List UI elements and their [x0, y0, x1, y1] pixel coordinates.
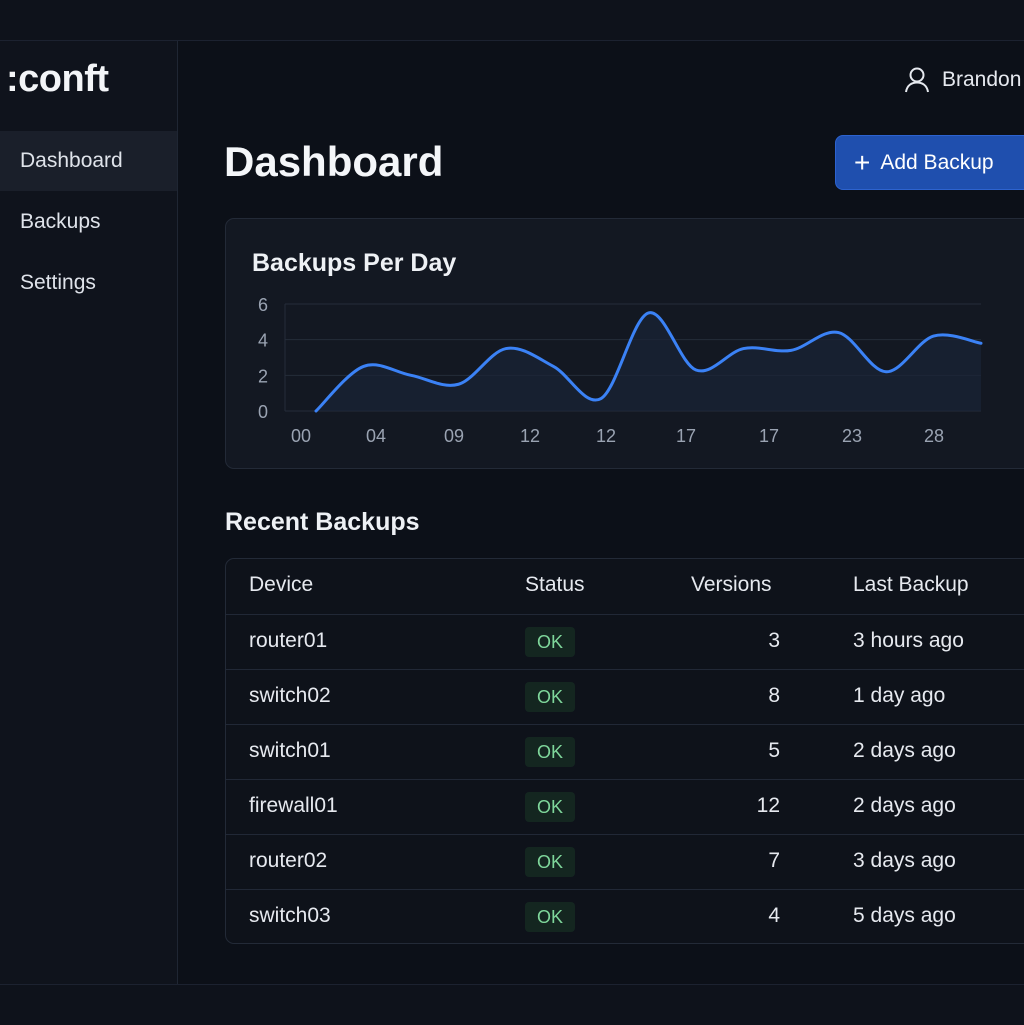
- app-logo[interactable]: :conft: [6, 58, 109, 100]
- table-row[interactable]: switch01 OK 5 2 days ago: [226, 724, 1024, 780]
- device-name: router02: [249, 849, 328, 872]
- versions-count: 8: [768, 684, 780, 707]
- add-backup-button[interactable]: + Add Backup: [835, 135, 1024, 190]
- x-tick-label: 12: [596, 426, 616, 446]
- x-tick-label: 17: [676, 426, 696, 446]
- chart-title: Backups Per Day: [252, 249, 457, 277]
- status-badge: OK: [525, 792, 575, 822]
- column-header-versions[interactable]: Versions: [691, 573, 772, 596]
- table-row[interactable]: switch02 OK 8 1 day ago: [226, 669, 1024, 725]
- versions-count: 4: [768, 904, 780, 927]
- recent-backups-table: Device Status Versions Last Backup route…: [225, 558, 1024, 944]
- device-name: switch01: [249, 739, 331, 762]
- sidebar: Dashboard Backups Settings: [0, 41, 178, 984]
- user-name: Brandon: [942, 68, 1022, 91]
- x-tick-label: 12: [520, 426, 540, 446]
- bottom-bar: [0, 984, 1024, 1025]
- device-name: firewall01: [249, 794, 338, 817]
- backups-per-day-chart: 0 2 4 6 00 04 09 12 12 17 17 23 28: [258, 295, 983, 446]
- versions-count: 5: [768, 739, 780, 762]
- user-menu[interactable]: Brandon: [904, 66, 1021, 94]
- sidebar-item-label: Dashboard: [20, 149, 123, 172]
- x-tick-label: 04: [366, 426, 386, 446]
- page-title: Dashboard: [224, 138, 444, 185]
- recent-backups-title: Recent Backups: [225, 508, 420, 536]
- table-row[interactable]: firewall01 OK 12 2 days ago: [226, 779, 1024, 835]
- y-tick-label: 0: [258, 402, 268, 422]
- last-backup-time: 1 day ago: [853, 684, 946, 707]
- status-badge: OK: [525, 847, 575, 877]
- column-header-last-backup[interactable]: Last Backup: [853, 573, 969, 596]
- status-badge: OK: [525, 902, 575, 932]
- column-header-status[interactable]: Status: [525, 573, 585, 596]
- y-tick-label: 6: [258, 295, 268, 315]
- sidebar-item-settings[interactable]: Settings: [0, 253, 177, 313]
- x-tick-label: 23: [842, 426, 862, 446]
- sidebar-item-label: Settings: [20, 271, 96, 294]
- last-backup-time: 3 days ago: [853, 849, 956, 872]
- sidebar-item-dashboard[interactable]: Dashboard: [0, 131, 177, 191]
- last-backup-time: 5 days ago: [853, 904, 956, 927]
- status-badge: OK: [525, 627, 575, 657]
- table-row[interactable]: router02 OK 7 3 days ago: [226, 834, 1024, 890]
- x-tick-label: 00: [291, 426, 311, 446]
- x-tick-label: 28: [924, 426, 944, 446]
- backups-chart-card: Backups Per Day 0 2 4 6 00 04 09 12 12 17 17 23 28: [225, 218, 1024, 469]
- line-area-fill: [316, 312, 981, 411]
- last-backup-time: 2 days ago: [853, 739, 956, 762]
- status-badge: OK: [525, 737, 575, 767]
- user-icon: [905, 67, 929, 93]
- device-name: router01: [249, 629, 328, 652]
- column-header-device[interactable]: Device: [249, 573, 314, 596]
- table-row[interactable]: router01 OK 3 3 hours ago: [226, 614, 1024, 670]
- plus-icon: +: [854, 146, 871, 178]
- versions-count: 7: [768, 849, 780, 872]
- x-tick-label: 17: [759, 426, 779, 446]
- table-row[interactable]: switch03 OK 4 5 days ago: [226, 889, 1024, 943]
- versions-count: 3: [768, 629, 780, 652]
- last-backup-time: 3 hours ago: [853, 629, 964, 652]
- add-backup-label: Add Backup: [880, 150, 994, 174]
- sidebar-item-backups[interactable]: Backups: [0, 192, 177, 252]
- last-backup-time: 2 days ago: [853, 794, 956, 817]
- versions-count: 12: [756, 794, 780, 817]
- device-name: switch02: [249, 684, 331, 707]
- top-bar: [0, 0, 1024, 41]
- device-name: switch03: [249, 904, 331, 927]
- status-badge: OK: [525, 682, 575, 712]
- y-tick-label: 2: [258, 366, 268, 386]
- x-tick-label: 09: [444, 426, 464, 446]
- series-line: [314, 311, 983, 413]
- sidebar-item-label: Backups: [20, 210, 101, 233]
- y-tick-label: 4: [258, 331, 268, 351]
